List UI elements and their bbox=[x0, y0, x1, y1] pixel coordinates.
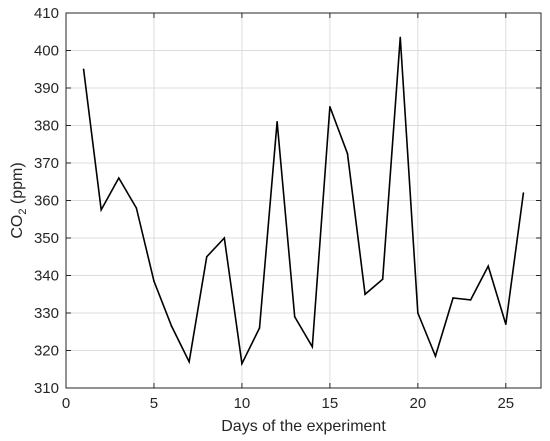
data-point bbox=[329, 105, 331, 108]
y-tick-label: 330 bbox=[34, 305, 59, 322]
x-tick-label: 0 bbox=[62, 395, 70, 412]
data-point bbox=[311, 345, 314, 348]
data-point bbox=[241, 362, 243, 365]
data-point bbox=[522, 192, 525, 194]
data-point bbox=[205, 255, 208, 258]
y-tick-label: 310 bbox=[34, 380, 59, 397]
data-point bbox=[153, 280, 155, 282]
y-axis-label-subscript: 2 bbox=[17, 209, 29, 215]
data-point bbox=[276, 120, 278, 123]
x-tick-label: 25 bbox=[497, 395, 514, 412]
data-point bbox=[487, 265, 490, 267]
x-tick-label: 10 bbox=[234, 395, 251, 412]
y-axis-label: CO2 (ppm) bbox=[9, 162, 29, 238]
data-point bbox=[346, 152, 349, 155]
y-tick-label: 390 bbox=[34, 80, 59, 97]
data-point bbox=[170, 325, 173, 327]
data-point bbox=[399, 36, 402, 39]
data-point bbox=[188, 360, 190, 363]
y-tick-label: 370 bbox=[34, 155, 59, 172]
y-axis-label-unit: (ppm) bbox=[9, 162, 26, 208]
x-axis-label: Days of the experiment bbox=[221, 418, 386, 435]
y-tick-label: 350 bbox=[34, 230, 59, 247]
y-tick-label: 340 bbox=[34, 268, 59, 285]
data-point bbox=[452, 297, 454, 299]
x-tick-label: 5 bbox=[150, 395, 158, 412]
y-axis-label-main: CO bbox=[9, 215, 26, 239]
y-tick-label: 380 bbox=[34, 118, 59, 135]
axis-ticks: 0 5 10 15 20 25 310 320 330 340 350 360 370 380 390 400… bbox=[34, 5, 541, 412]
y-tick-label: 400 bbox=[34, 43, 59, 60]
data-point bbox=[258, 327, 261, 329]
data-point bbox=[417, 312, 419, 314]
data-point bbox=[82, 68, 85, 71]
co2-data-points bbox=[82, 36, 525, 365]
data-point bbox=[135, 207, 138, 209]
data-point bbox=[100, 209, 102, 211]
data-point bbox=[117, 177, 120, 179]
x-tick-label: 20 bbox=[410, 395, 427, 412]
data-point bbox=[469, 299, 472, 301]
x-tick-label: 15 bbox=[322, 395, 339, 412]
data-point bbox=[381, 278, 384, 281]
data-point bbox=[223, 237, 226, 239]
co2-series-line bbox=[82, 37, 525, 367]
y-tick-label: 320 bbox=[34, 343, 59, 360]
y-tick-label: 410 bbox=[34, 5, 59, 22]
data-point bbox=[505, 323, 507, 326]
data-point bbox=[434, 355, 437, 357]
data-point bbox=[293, 315, 296, 318]
data-point bbox=[364, 293, 366, 296]
y-tick-label: 360 bbox=[34, 193, 59, 210]
